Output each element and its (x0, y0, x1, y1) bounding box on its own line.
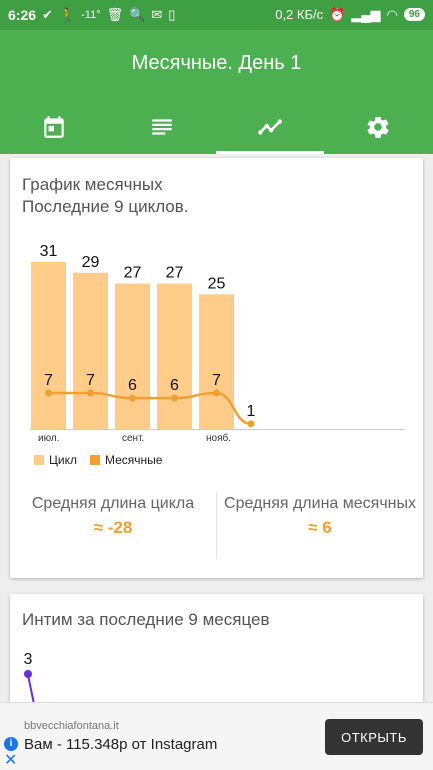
x-tick-label: сент. (122, 433, 144, 444)
cycle-bar (31, 262, 66, 429)
list-icon (152, 119, 172, 135)
tab-list[interactable] (108, 100, 216, 154)
period-point (129, 394, 136, 402)
tab-indicator (216, 151, 324, 154)
cycle-bar-label: 27 (124, 265, 142, 282)
intimacy-card: Интим за последние 9 месяцев 3 (10, 594, 423, 714)
ad-text: Вам - 115.348р от Instagram (24, 736, 218, 753)
intimacy-point (24, 670, 32, 678)
walking-icon: 🚶 (58, 7, 76, 22)
intimacy-line (27, 674, 35, 705)
ad-open-button[interactable]: ОТКРЫТЬ (325, 719, 423, 755)
period-point (247, 420, 255, 428)
battery-badge: 96 (403, 8, 425, 21)
cycle-chart-card: График месячных Последние 9 циклов. 31 29… (10, 158, 423, 578)
avg-period-label: Средняя длина месячных (224, 495, 416, 512)
ad-banner[interactable]: bbvecchiafontana.it i ✕ Вам - 115.348р о… (0, 702, 433, 770)
status-time: 6:26 (8, 7, 37, 23)
period-point (87, 389, 94, 397)
stat-divider (216, 492, 217, 558)
chart-line-icon (258, 119, 282, 135)
period-point-label: 1 (247, 403, 256, 420)
period-point-label: 7 (212, 372, 221, 389)
tab-calendar[interactable] (0, 100, 108, 154)
avg-period-value: ≈ 6 (308, 518, 332, 537)
period-point (171, 394, 178, 402)
intimacy-chart: 3 (24, 651, 35, 705)
cycle-chart: 31 29 27 27 25 июл. сент. нояб. 7 7 6 6 7 1 (30, 243, 405, 444)
period-point-label: 6 (170, 377, 179, 394)
cycle-bar-label: 25 (208, 275, 226, 292)
legend-swatch-period (89, 455, 100, 465)
cycle-bar (199, 294, 234, 429)
trash-icon: 🗑 (106, 7, 124, 22)
ad-close-icon[interactable]: ✕ (4, 752, 18, 769)
app-title: Месячные. День 1 (131, 52, 302, 74)
intimacy-title: Интим за последние 9 месяцев (22, 610, 270, 629)
cycle-bar-label: 29 (82, 254, 100, 271)
tab-settings[interactable] (324, 100, 432, 154)
cycle-bar-label: 27 (166, 265, 184, 282)
cycle-bar (73, 272, 108, 429)
cycle-bar-label: 31 (40, 243, 58, 260)
legend-label-period: Месячные (104, 453, 163, 467)
calendar-icon (44, 116, 64, 138)
cycle-chart-title-line1: График месячных (22, 175, 163, 194)
period-point-label: 7 (86, 372, 95, 389)
legend-item-period: Месячные (89, 453, 163, 467)
alarm-icon: ⏰ (329, 6, 346, 22)
avg-cycle-value: ≈ -28 (93, 518, 133, 537)
status-bar: 6:26 ✔ 🚶 -11° 🗑 🔍 ✉ ▯ 0,2 КБ/с ⏰ ▂▄▆ ◠ 9… (0, 0, 433, 30)
period-point-label: 6 (128, 377, 137, 394)
check-circle-icon: ✔ (42, 7, 53, 22)
cycle-bar (157, 283, 192, 429)
ad-domain: bbvecchiafontana.it (24, 720, 119, 732)
legend-swatch-cycle (34, 455, 44, 465)
ad-info-icon[interactable]: i (4, 737, 18, 751)
period-point (45, 389, 52, 397)
search-icon: 🔍 (129, 7, 146, 22)
cycle-chart-title: График месячных Последние 9 циклов. (22, 174, 189, 218)
period-point (213, 389, 220, 397)
period-point-label: 7 (44, 372, 53, 389)
legend-item-cycle: Цикл (34, 453, 77, 467)
avg-cycle-stat: Средняя длина цикла ≈ -28 (10, 494, 216, 538)
settings-icon (367, 116, 389, 138)
signal-icon: ▂▄▆ (351, 6, 381, 22)
app-bar: Месячные. День 1 (0, 30, 433, 154)
mail-icon: ✉ (151, 7, 163, 22)
x-tick-label: нояб. (206, 432, 231, 444)
cycle-chart-title-line2: Последние 9 циклов. (22, 197, 189, 216)
chart-legend: Цикл Месячные (34, 453, 170, 467)
cycle-bar (115, 283, 150, 429)
intimacy-first-value: 3 (24, 651, 33, 668)
legend-label-cycle: Цикл (49, 453, 77, 467)
tab-chart[interactable] (216, 100, 324, 154)
x-tick-label: июл. (38, 433, 59, 444)
avg-period-stat: Средняя длина месячных ≈ 6 (217, 494, 423, 538)
period-line (48, 391, 252, 426)
wifi-icon: ◠ (386, 6, 398, 22)
status-temperature: -11° (81, 9, 101, 21)
document-icon: ▯ (168, 7, 176, 22)
avg-cycle-label: Средняя длина цикла (31, 495, 195, 512)
status-network-speed: 0,2 КБ/с (275, 7, 324, 22)
